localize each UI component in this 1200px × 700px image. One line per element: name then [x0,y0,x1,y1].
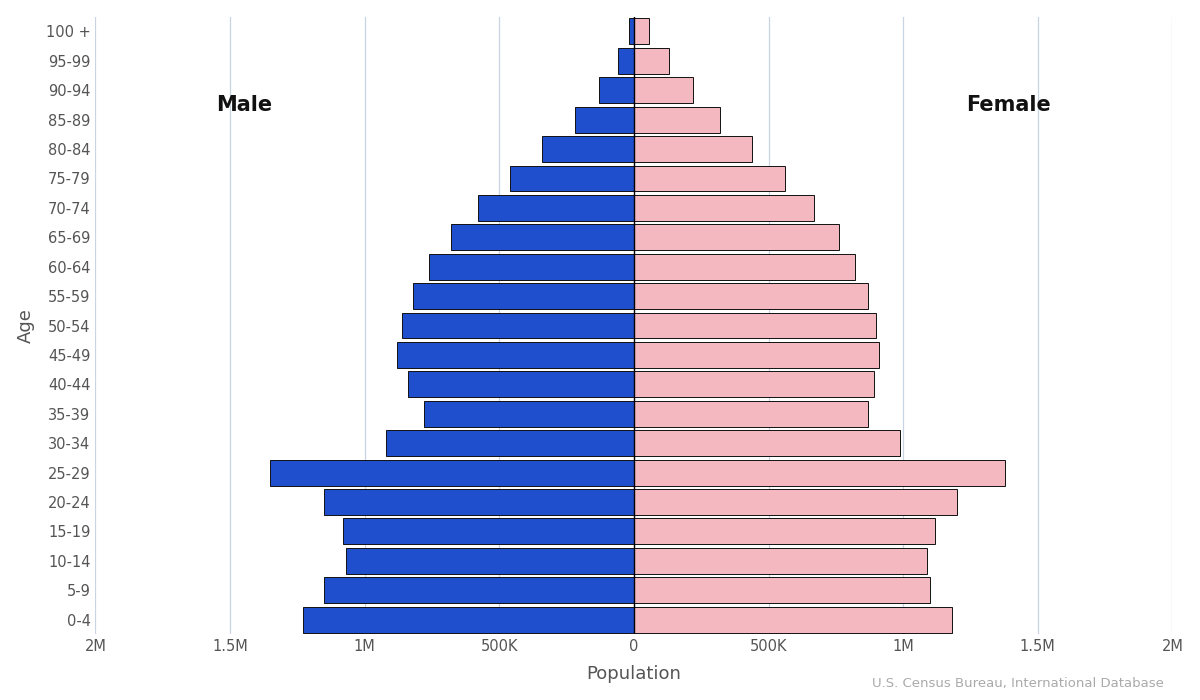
Bar [634,430,900,456]
Bar [324,489,634,515]
Bar [343,519,634,545]
Bar [542,136,634,162]
Bar [599,77,634,103]
Bar [575,106,634,132]
Bar [634,224,839,250]
Bar [634,136,752,162]
Text: U.S. Census Bureau, International Database: U.S. Census Bureau, International Databa… [872,676,1164,690]
Bar [270,460,634,486]
Bar [324,578,634,603]
Bar [634,284,868,309]
Bar [634,372,874,398]
Bar [402,313,634,339]
Bar [634,401,868,427]
Bar [346,548,634,574]
Bar [451,224,634,250]
Bar [478,195,634,220]
Bar [634,607,952,633]
Bar [634,313,876,339]
Bar [408,372,634,398]
Text: Male: Male [216,95,272,115]
Bar [634,578,930,603]
X-axis label: Population: Population [587,665,682,683]
Bar [634,195,815,220]
Bar [510,165,634,191]
Bar [634,18,649,44]
Bar [634,77,694,103]
Bar [424,401,634,427]
Bar [430,253,634,279]
Bar [634,342,878,368]
Bar [634,460,1006,486]
Bar [634,165,785,191]
Bar [634,106,720,132]
Bar [397,342,634,368]
Bar [634,253,854,279]
Bar [302,607,634,633]
Bar [413,284,634,309]
Bar [634,519,936,545]
Bar [618,48,634,74]
Bar [386,430,634,456]
Y-axis label: Age: Age [17,308,35,343]
Bar [634,548,928,574]
Bar [634,48,668,74]
Bar [634,489,956,515]
Text: Female: Female [966,95,1051,115]
Bar [629,18,634,44]
